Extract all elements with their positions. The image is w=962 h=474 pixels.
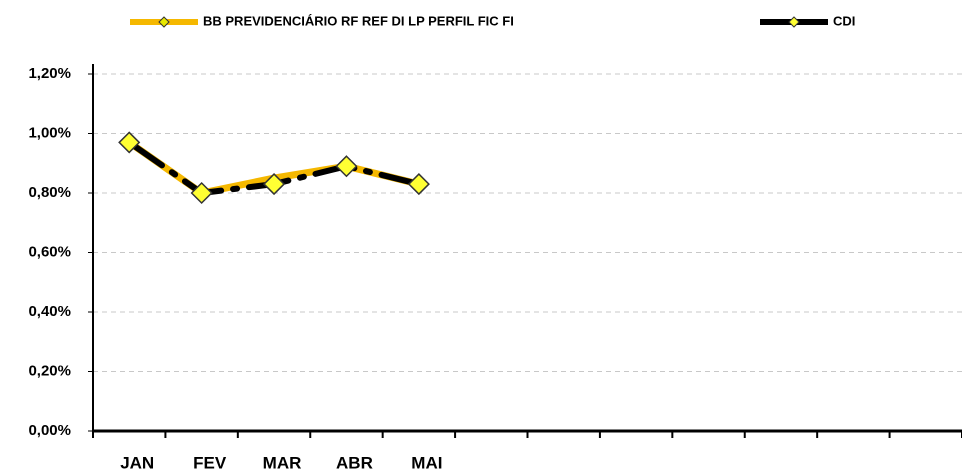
y-tick-label: 0,60% [28, 243, 71, 260]
marker [190, 181, 213, 205]
marker [335, 155, 358, 178]
legend-marker [158, 16, 170, 28]
y-tick-label: 1,20% [28, 65, 71, 82]
x-tick-label: MAI [411, 453, 442, 472]
y-tick-label: 0,20% [28, 362, 71, 379]
marker [262, 173, 286, 196]
marker [118, 131, 141, 154]
legend-label: BB PREVIDENCIÁRIO RF REF DI LP PERFIL FI… [203, 13, 514, 28]
x-tick-label: ABR [336, 453, 373, 472]
x-tick-label: JAN [120, 453, 154, 472]
y-tick-label: 0,80% [28, 184, 71, 201]
marker [407, 173, 430, 196]
y-tick-label: 0,00% [28, 422, 71, 439]
x-tick-label: MAR [263, 453, 302, 472]
x-tick-label: FEV [193, 453, 227, 472]
legend-marker [788, 16, 800, 28]
y-tick-label: 0,40% [28, 303, 71, 320]
legend-label: CDI [833, 13, 855, 28]
y-tick-label: 1,00% [28, 124, 71, 141]
